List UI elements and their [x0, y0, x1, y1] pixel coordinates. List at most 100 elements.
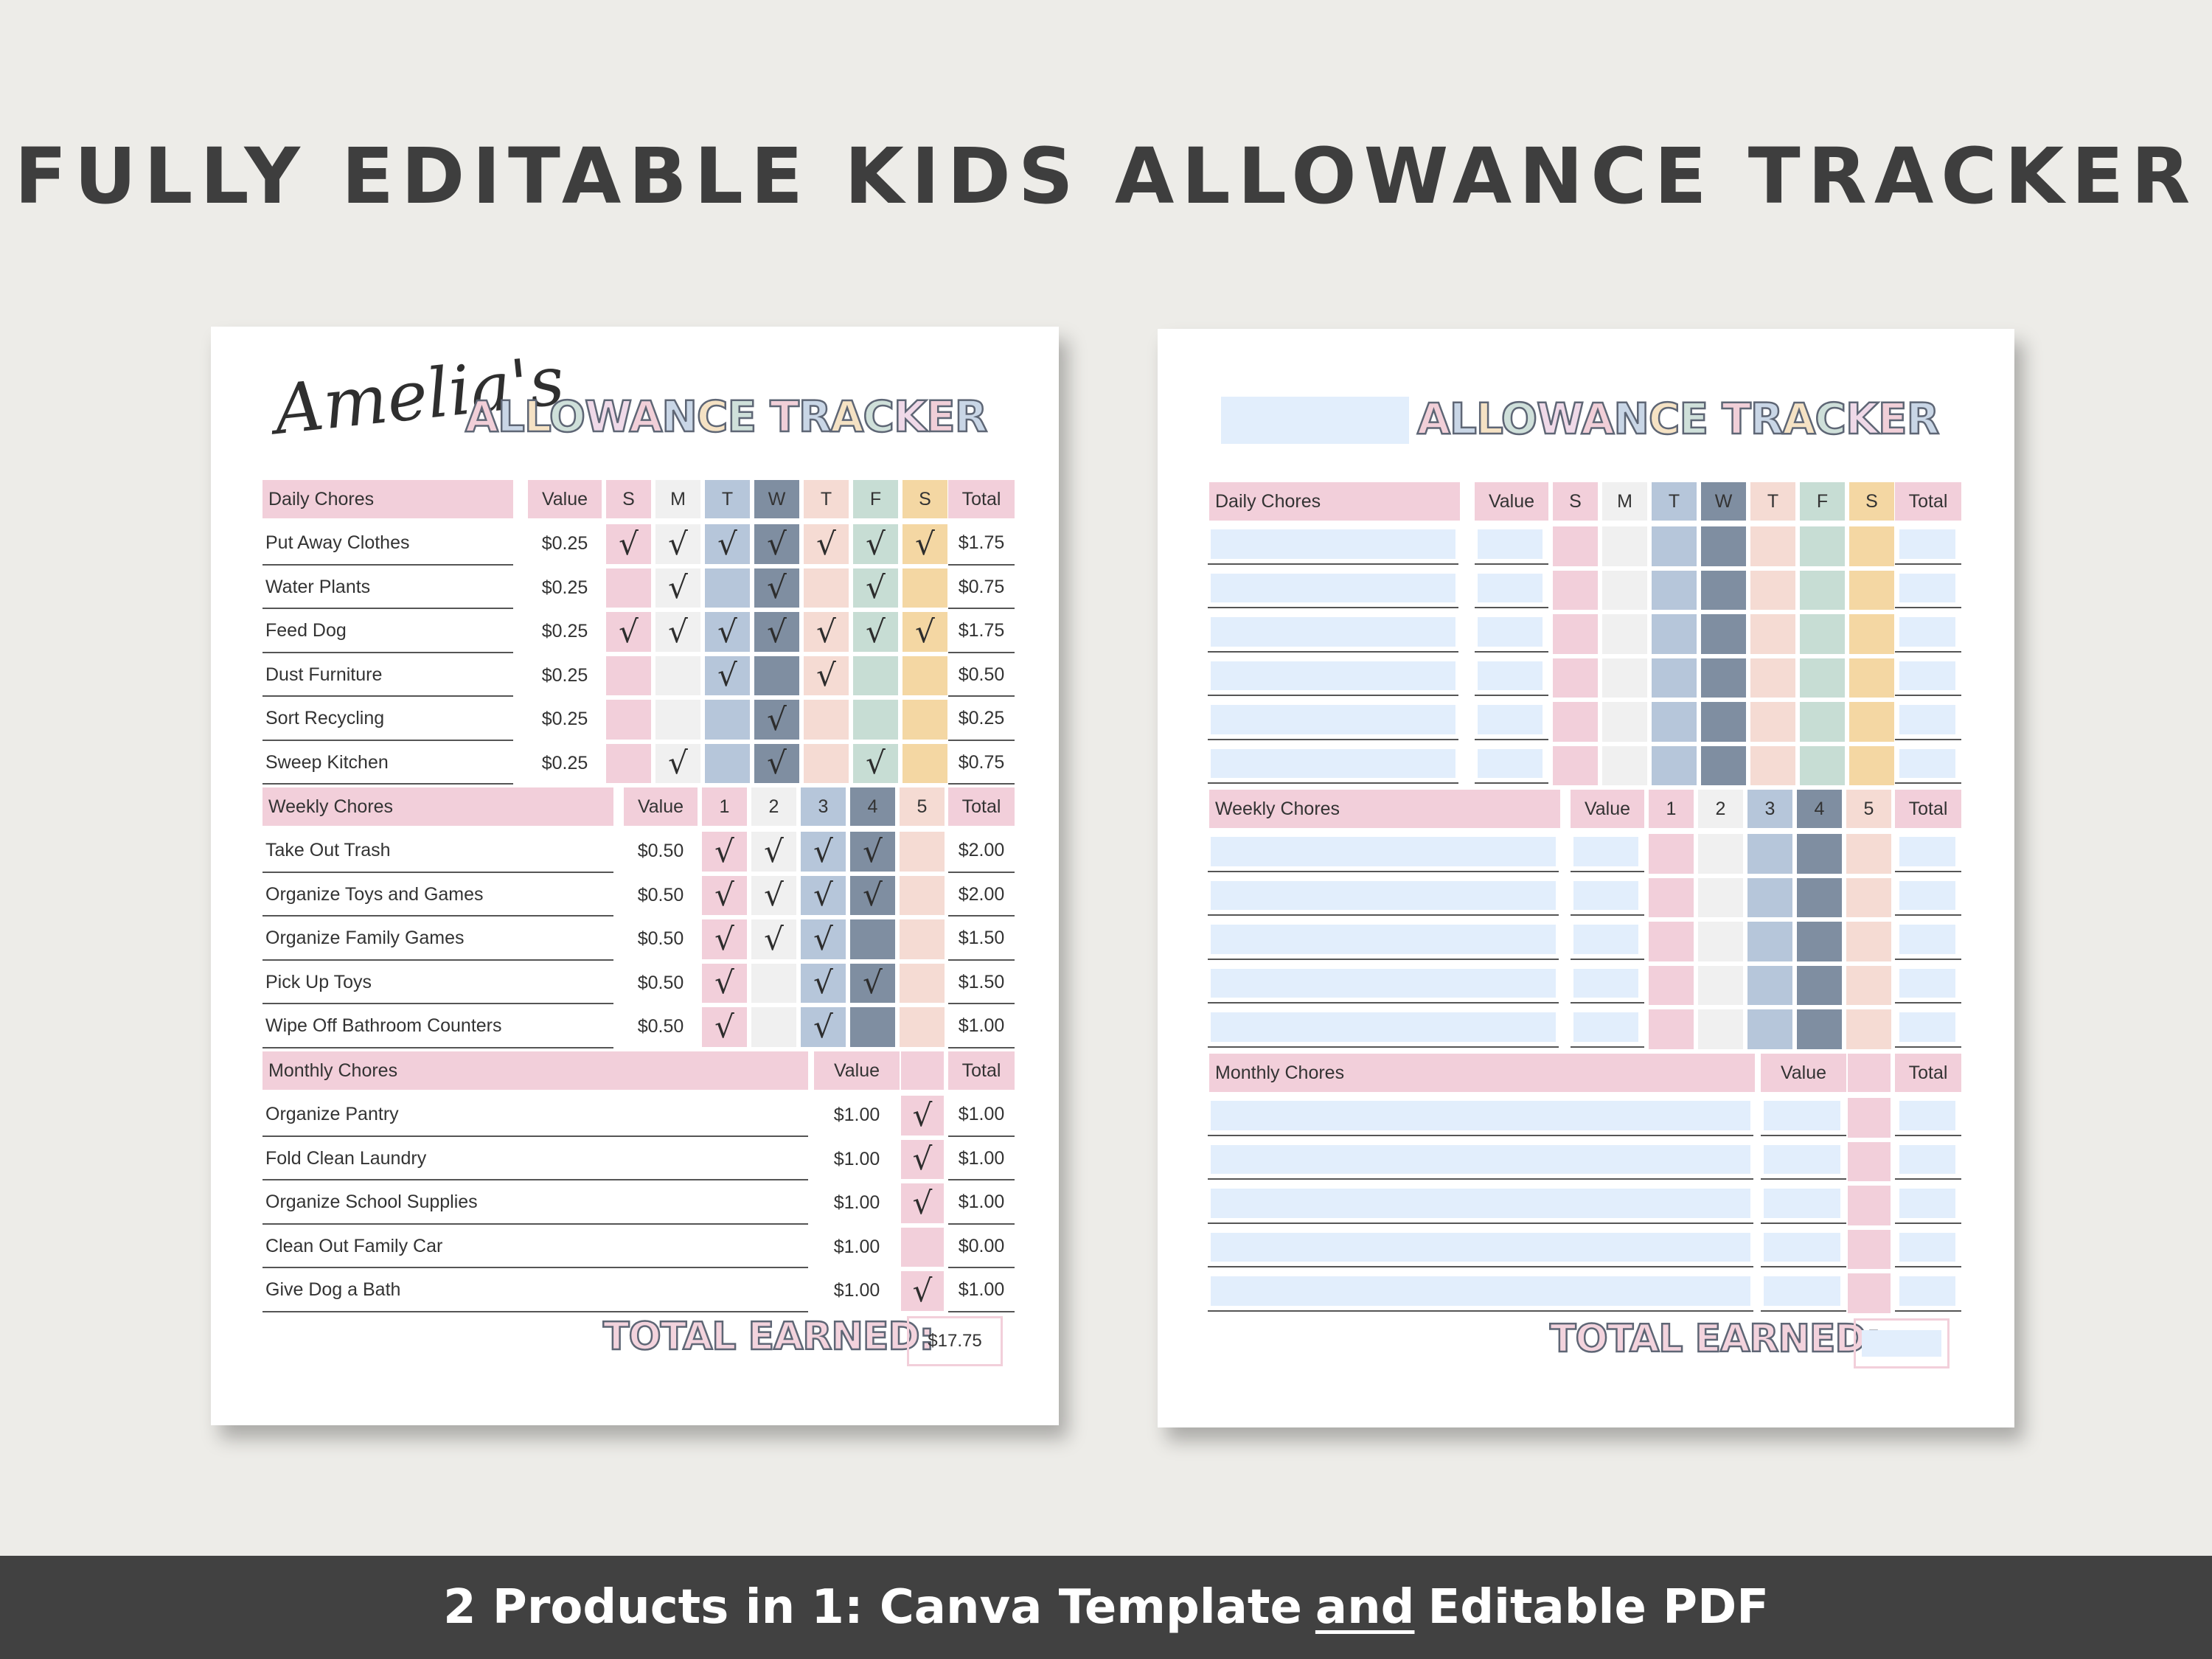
weekly-total-field[interactable]	[1899, 1012, 1955, 1042]
weekly-checkbox[interactable]	[1797, 922, 1842, 961]
monthly-chore-field[interactable]	[1211, 1101, 1750, 1130]
weekly-checkbox[interactable]	[1649, 834, 1694, 874]
weekly-checkbox[interactable]	[1698, 965, 1743, 1005]
daily-checkbox[interactable]	[606, 743, 651, 783]
daily-checkbox[interactable]	[902, 700, 947, 740]
weekly-checkbox[interactable]	[1649, 877, 1694, 917]
daily-checkmark-icon[interactable]: √	[754, 612, 799, 652]
daily-checkbox[interactable]	[1553, 526, 1598, 566]
weekly-checkbox[interactable]	[1649, 965, 1694, 1005]
weekly-checkbox[interactable]	[1698, 1009, 1743, 1049]
daily-checkmark-icon[interactable]: √	[655, 612, 700, 652]
weekly-checkbox[interactable]	[900, 832, 945, 872]
weekly-checkbox[interactable]	[1797, 1009, 1842, 1049]
daily-checkbox[interactable]	[705, 568, 750, 608]
name-field[interactable]	[1221, 397, 1409, 444]
daily-checkbox[interactable]	[1701, 614, 1746, 654]
daily-checkbox[interactable]	[853, 700, 898, 740]
daily-checkbox[interactable]	[1750, 658, 1795, 698]
daily-checkmark-icon[interactable]: √	[754, 743, 799, 783]
weekly-checkbox[interactable]	[1846, 922, 1891, 961]
monthly-total-field[interactable]	[1899, 1144, 1955, 1174]
daily-checkbox[interactable]	[804, 700, 849, 740]
monthly-total-field[interactable]	[1899, 1276, 1955, 1306]
daily-checkbox[interactable]	[754, 655, 799, 695]
weekly-checkmark-icon[interactable]: √	[801, 963, 846, 1003]
weekly-checkbox[interactable]	[1846, 877, 1891, 917]
weekly-checkbox[interactable]	[751, 963, 796, 1003]
monthly-checkbox[interactable]	[1848, 1098, 1891, 1138]
daily-checkmark-icon[interactable]: √	[804, 524, 849, 564]
daily-checkbox[interactable]	[804, 568, 849, 608]
weekly-checkmark-icon[interactable]: √	[850, 832, 895, 872]
weekly-value-field[interactable]	[1573, 880, 1638, 910]
daily-checkbox[interactable]	[1750, 526, 1795, 566]
weekly-chore-field[interactable]	[1211, 837, 1556, 866]
weekly-checkmark-icon[interactable]: √	[751, 875, 796, 915]
weekly-checkbox[interactable]	[900, 875, 945, 915]
daily-checkbox[interactable]	[1553, 745, 1598, 785]
weekly-checkmark-icon[interactable]: √	[702, 1007, 747, 1047]
daily-checkbox[interactable]	[1553, 570, 1598, 610]
monthly-chore-field[interactable]	[1211, 1144, 1750, 1174]
weekly-checkbox[interactable]	[1747, 1009, 1792, 1049]
daily-chore-field[interactable]	[1211, 573, 1455, 602]
daily-chore-field[interactable]	[1211, 529, 1455, 559]
daily-checkbox[interactable]	[1849, 526, 1894, 566]
weekly-checkmark-icon[interactable]: √	[702, 919, 747, 959]
daily-chore-field[interactable]	[1211, 617, 1455, 647]
daily-checkmark-icon[interactable]: √	[804, 612, 849, 652]
monthly-chore-field[interactable]	[1211, 1189, 1750, 1218]
daily-checkbox[interactable]	[1750, 614, 1795, 654]
daily-checkmark-icon[interactable]: √	[902, 612, 947, 652]
daily-checkbox[interactable]	[1553, 702, 1598, 742]
daily-checkbox[interactable]	[1800, 745, 1845, 785]
daily-chore-field[interactable]	[1211, 748, 1455, 778]
monthly-value-field[interactable]	[1764, 1276, 1840, 1306]
daily-checkbox[interactable]	[1800, 658, 1845, 698]
daily-checkbox[interactable]	[1602, 526, 1647, 566]
daily-checkbox[interactable]	[655, 700, 700, 740]
daily-checkbox[interactable]	[705, 743, 750, 783]
weekly-checkmark-icon[interactable]: √	[751, 919, 796, 959]
weekly-checkbox[interactable]	[1698, 877, 1743, 917]
weekly-checkbox[interactable]	[900, 963, 945, 1003]
daily-checkbox[interactable]	[1602, 658, 1647, 698]
weekly-chore-field[interactable]	[1211, 1012, 1556, 1042]
daily-checkbox[interactable]	[1701, 702, 1746, 742]
daily-checkmark-icon[interactable]: √	[754, 700, 799, 740]
weekly-checkbox[interactable]	[1846, 834, 1891, 874]
weekly-total-field[interactable]	[1899, 925, 1955, 954]
monthly-checkbox[interactable]	[1848, 1141, 1891, 1181]
weekly-checkmark-icon[interactable]: √	[801, 875, 846, 915]
weekly-value-field[interactable]	[1573, 925, 1638, 954]
daily-checkbox[interactable]	[1652, 658, 1697, 698]
monthly-checkmark-icon[interactable]: √	[901, 1271, 944, 1311]
daily-checkmark-icon[interactable]: √	[804, 655, 849, 695]
daily-checkmark-icon[interactable]: √	[902, 524, 947, 564]
daily-checkbox[interactable]	[902, 655, 947, 695]
weekly-value-field[interactable]	[1573, 1012, 1638, 1042]
daily-checkbox[interactable]	[1800, 702, 1845, 742]
weekly-checkbox[interactable]	[850, 919, 895, 959]
weekly-checkbox[interactable]	[1747, 877, 1792, 917]
daily-checkbox[interactable]	[1849, 702, 1894, 742]
daily-value-field[interactable]	[1478, 705, 1543, 734]
daily-checkbox[interactable]	[1849, 614, 1894, 654]
daily-checkbox[interactable]	[1652, 614, 1697, 654]
daily-total-field[interactable]	[1899, 573, 1955, 602]
weekly-checkbox[interactable]	[1747, 965, 1792, 1005]
monthly-total-field[interactable]	[1899, 1232, 1955, 1262]
weekly-checkmark-icon[interactable]: √	[850, 963, 895, 1003]
daily-value-field[interactable]	[1478, 573, 1543, 602]
weekly-chore-field[interactable]	[1211, 968, 1556, 998]
daily-checkbox[interactable]	[1701, 745, 1746, 785]
monthly-chore-field[interactable]	[1211, 1232, 1750, 1262]
daily-checkbox[interactable]	[1652, 745, 1697, 785]
weekly-value-field[interactable]	[1573, 968, 1638, 998]
daily-checkmark-icon[interactable]: √	[655, 568, 700, 608]
daily-checkmark-icon[interactable]: √	[606, 612, 651, 652]
weekly-checkbox[interactable]	[1698, 922, 1743, 961]
weekly-checkbox[interactable]	[850, 1007, 895, 1047]
daily-total-field[interactable]	[1899, 748, 1955, 778]
